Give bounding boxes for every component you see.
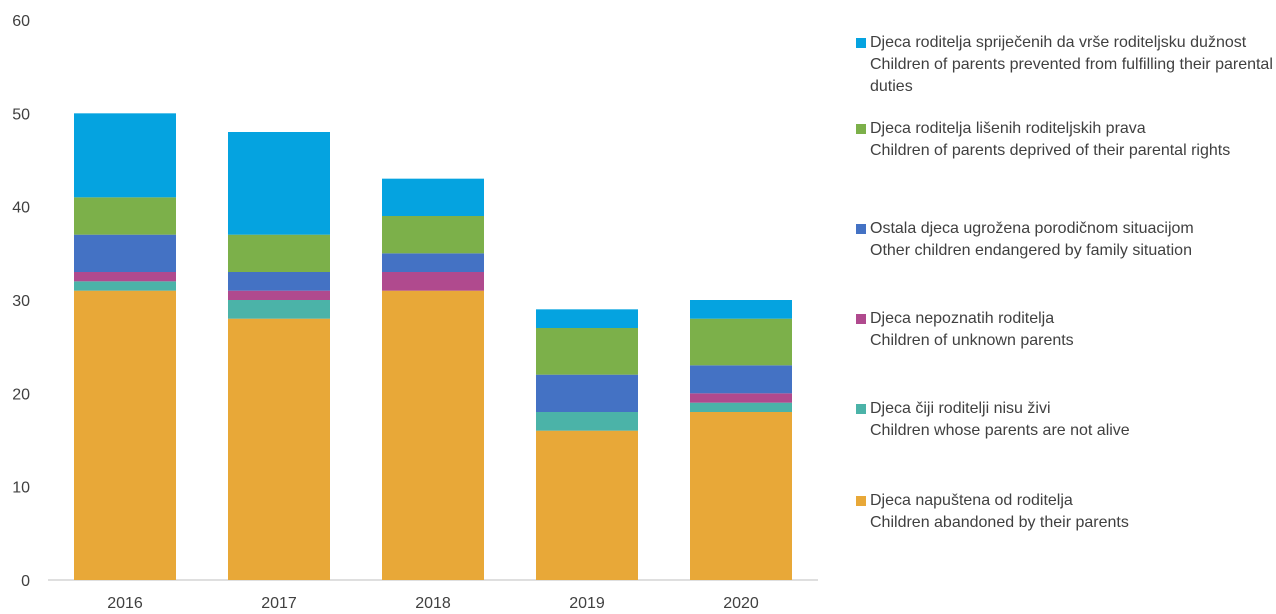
legend-text: Djeca roditelja lišenih roditeljskih pra… bbox=[870, 118, 1274, 162]
bar-segment bbox=[74, 290, 176, 580]
x-tick-label: 2018 bbox=[415, 595, 451, 612]
bar-segment bbox=[536, 328, 638, 375]
bar-segment bbox=[690, 402, 792, 412]
bar-segment bbox=[228, 272, 330, 291]
bar-segment bbox=[74, 113, 176, 198]
bar-segment bbox=[74, 272, 176, 282]
bar-segment bbox=[690, 300, 792, 319]
bar-segment bbox=[690, 412, 792, 580]
y-tick-label: 60 bbox=[12, 13, 30, 30]
bar-segment bbox=[382, 216, 484, 254]
legend-label: Djeca roditelja lišenih roditeljskih pra… bbox=[870, 120, 1146, 137]
legend-label-en: Children abandoned by their parents bbox=[870, 514, 1129, 531]
legend-label: Djeca napuštena od roditelja bbox=[870, 492, 1073, 509]
legend-text: Djeca napuštena od roditelja Children aba… bbox=[870, 490, 1274, 534]
bar-segment bbox=[382, 290, 484, 580]
y-tick-label: 0 bbox=[21, 573, 30, 590]
y-tick-label: 40 bbox=[12, 200, 30, 217]
legend-swatch bbox=[856, 124, 866, 134]
legend-text: Ostala djeca ugrožena porodičnom situaci… bbox=[870, 218, 1274, 262]
legend-label: Djeca nepoznatih roditelja bbox=[870, 310, 1055, 327]
y-tick-label: 10 bbox=[12, 480, 30, 497]
legend-swatch bbox=[856, 314, 866, 324]
legend-label-en: Children of unknown parents bbox=[870, 332, 1074, 349]
legend-label-en: Children of parents deprived of their pa… bbox=[870, 142, 1231, 159]
bar-segment bbox=[382, 178, 484, 216]
stacked-bar-chart: 0 10 20 30 40 50 60 2016 2017 2018 2019 2020 bbox=[12, 13, 818, 612]
legend-label-en: Children whose parents are not alive bbox=[870, 422, 1130, 439]
bar-segment bbox=[536, 309, 638, 328]
x-axis-ticks: 2016 2017 2018 2019 2020 bbox=[107, 595, 759, 612]
legend-text: Djeca roditelja spriječenih da vrše rodi… bbox=[870, 32, 1274, 98]
legend-label: Djeca roditelja spriječenih da vrše rodi… bbox=[870, 34, 1247, 51]
bar-segment bbox=[228, 300, 330, 319]
legend-label: Djeca čiji roditelji nisu živi bbox=[870, 400, 1051, 417]
legend-swatch bbox=[856, 38, 866, 48]
legend-label: Ostala djeca ugrožena porodičnom situaci… bbox=[870, 220, 1194, 237]
bar-segment bbox=[228, 318, 330, 580]
x-tick-label: 2019 bbox=[569, 595, 605, 612]
y-tick-label: 50 bbox=[12, 106, 30, 123]
x-tick-label: 2016 bbox=[107, 595, 143, 612]
bar-segment bbox=[228, 234, 330, 272]
y-tick-label: 20 bbox=[12, 386, 30, 403]
y-tick-label: 30 bbox=[12, 293, 30, 310]
bar-segment bbox=[690, 318, 792, 366]
legend-swatch bbox=[856, 404, 866, 414]
bar-segment bbox=[74, 197, 176, 235]
legend-text: Djeca čiji roditelji nisu živi Children w… bbox=[870, 398, 1274, 442]
legend-text: Djeca nepoznatih roditelja Children of un… bbox=[870, 308, 1274, 352]
y-axis-ticks: 0 10 20 30 40 50 60 bbox=[12, 13, 30, 590]
x-tick-label: 2017 bbox=[261, 595, 297, 612]
legend-label-en: Children of parents prevented from fulfi… bbox=[870, 56, 1273, 95]
legend-swatch bbox=[856, 496, 866, 506]
bar-segment bbox=[228, 290, 330, 300]
bar-segment bbox=[690, 365, 792, 394]
legend-swatch bbox=[856, 224, 866, 234]
bar-segment bbox=[536, 430, 638, 580]
bar-segment bbox=[228, 132, 330, 235]
x-tick-label: 2020 bbox=[723, 595, 759, 612]
bar-segment bbox=[74, 281, 176, 291]
bar-segment bbox=[74, 234, 176, 272]
bar-segment bbox=[536, 374, 638, 412]
bar-segment bbox=[690, 393, 792, 403]
bar-segment bbox=[382, 253, 484, 272]
bars-group bbox=[74, 113, 792, 580]
legend-label-en: Other children endangered by family situ… bbox=[870, 242, 1192, 259]
bar-segment bbox=[536, 412, 638, 431]
bar-segment bbox=[382, 272, 484, 291]
